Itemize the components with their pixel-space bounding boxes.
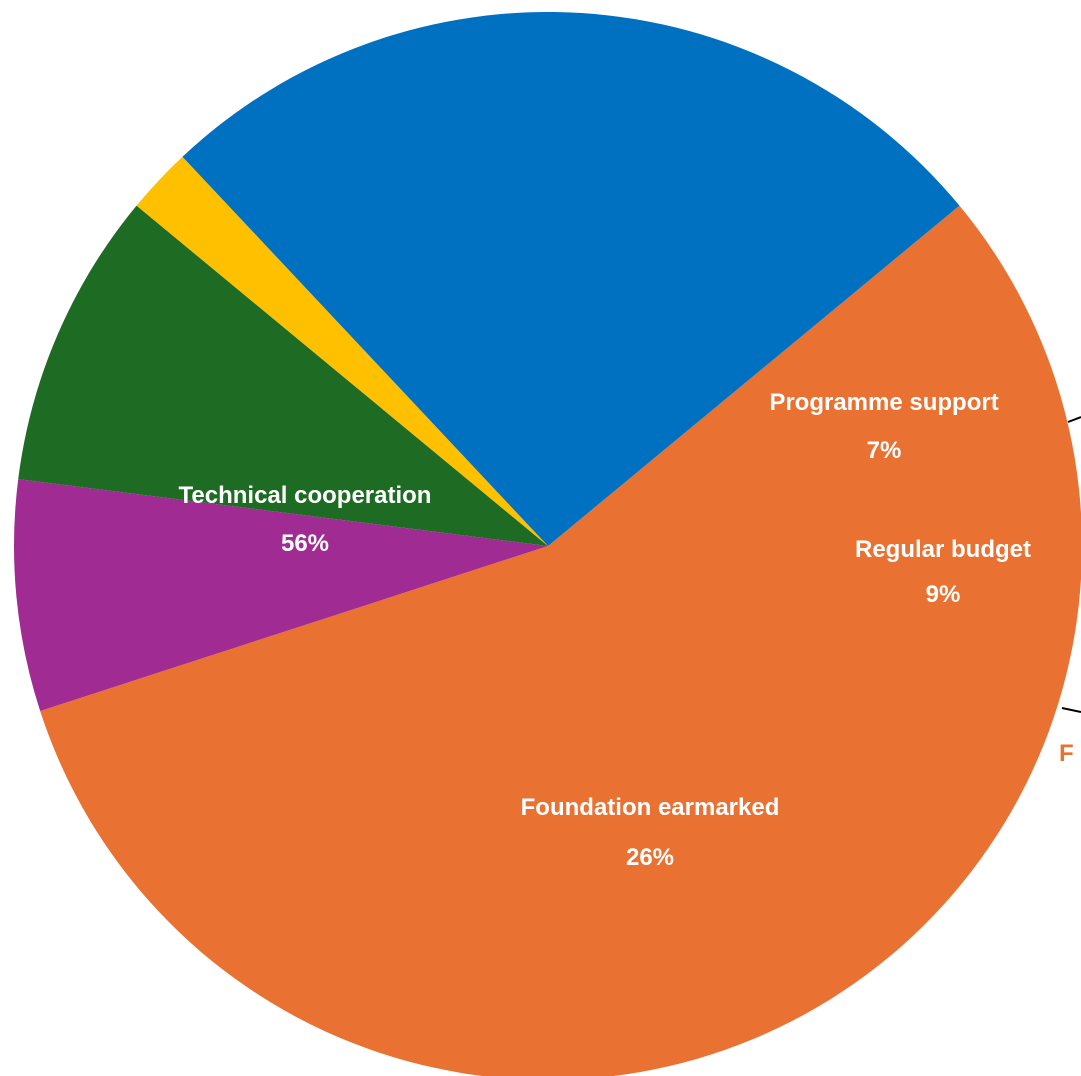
cropped-outside-label: F (1059, 740, 1074, 767)
label-regular-budget-value: 9% (926, 581, 961, 608)
label-foundation-earmarked-value: 26% (626, 844, 674, 871)
pie-slice-programme-support (14, 479, 549, 712)
label-programme-support-value: 7% (867, 437, 902, 464)
label-technical-cooperation: Technical cooperation 56% (179, 482, 432, 557)
label-foundation-earmarked-name: Foundation earmarked (521, 794, 780, 821)
pie-slice-foundation-earmarked (182, 12, 960, 546)
label-regular-budget: Regular budget 9% (855, 536, 1031, 608)
label-regular-budget-name: Regular budget (855, 536, 1031, 563)
pie-slice-regular-budget (18, 205, 548, 546)
leader-line-top (1067, 416, 1081, 423)
label-programme-support-name: Programme support (769, 389, 998, 416)
label-foundation-earmarked: Foundation earmarked 26% (521, 794, 780, 871)
pie-slice-unlabeled (136, 156, 549, 547)
label-technical-cooperation-name: Technical cooperation (179, 482, 432, 509)
label-programme-support: Programme support 7% (769, 389, 998, 464)
label-technical-cooperation-value: 56% (281, 530, 329, 557)
leader-line-bottom (1061, 707, 1081, 713)
pie-slices (14, 12, 1081, 1076)
pie-slice-technical-cooperation (40, 205, 1081, 1076)
